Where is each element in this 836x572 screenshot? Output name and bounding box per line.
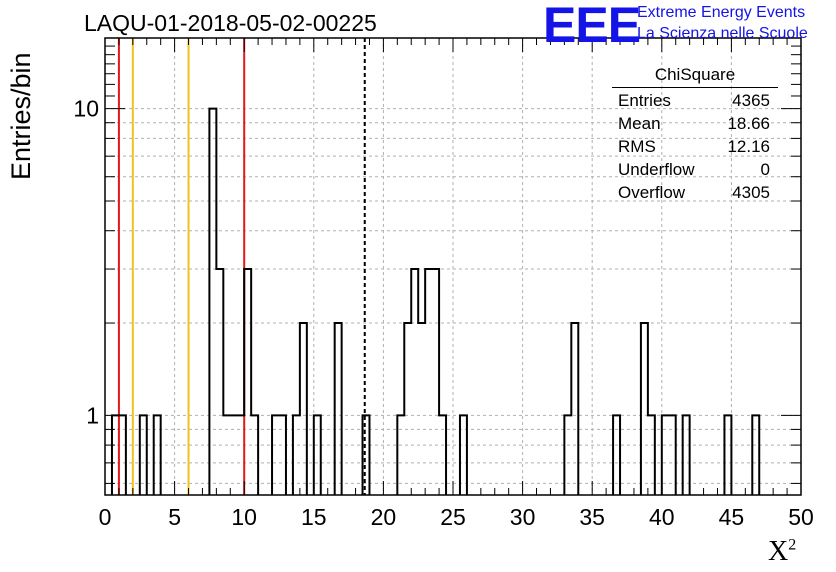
stats-label: RMS	[618, 137, 656, 156]
histogram-bar	[300, 323, 307, 495]
stats-label: Entries	[618, 91, 671, 110]
histogram-bar	[418, 323, 425, 495]
stats-row-entries: Entries 4365	[612, 89, 778, 112]
y-tick-label: 1	[86, 402, 99, 428]
chart-title: LAQU-01-2018-05-02-00225	[84, 10, 377, 36]
x-tick-label: 40	[649, 504, 675, 530]
histogram-bar	[335, 323, 342, 495]
stats-title: ChiSquare	[612, 65, 778, 88]
stats-row-rms: RMS 12.16	[612, 135, 778, 158]
logo-letters: EEE	[543, 0, 641, 53]
stats-value: 0	[760, 160, 770, 179]
x-axis-label: X2	[768, 536, 796, 568]
stats-row-overflow: Overflow 4305	[612, 181, 778, 204]
histogram-bar	[641, 323, 648, 495]
stats-value: 18.66	[727, 114, 770, 133]
stats-label: Mean	[618, 114, 661, 133]
histogram-bar	[216, 269, 223, 495]
y-axis-label: Entries/bin	[6, 52, 36, 180]
histogram-bar	[404, 323, 411, 495]
stats-value: 4305	[732, 183, 770, 202]
histogram-bar	[411, 269, 418, 495]
stats-row-mean: Mean 18.66	[612, 112, 778, 135]
x-axis-label-sup: 2	[788, 536, 797, 554]
logo-line-2: La Scienza nelle Scuole	[637, 25, 808, 42]
x-tick-label: 20	[371, 504, 397, 530]
stats-value: 4365	[732, 91, 770, 110]
x-tick-label: 5	[168, 504, 181, 530]
stats-label: Overflow	[618, 183, 686, 202]
stats-box: ChiSquare Entries 4365 Mean 18.66 RMS 12…	[612, 65, 778, 204]
x-tick-label: 35	[579, 504, 605, 530]
x-tick-label: 15	[301, 504, 327, 530]
x-tick-label: 45	[719, 504, 745, 530]
histogram-bar	[209, 109, 216, 495]
histogram-bar	[432, 269, 439, 495]
histogram-bar	[244, 269, 251, 495]
x-tick-label: 0	[99, 504, 112, 530]
x-tick-label: 10	[231, 504, 257, 530]
histogram-bar	[571, 323, 578, 495]
histogram-bar	[425, 269, 432, 495]
x-tick-label: 50	[788, 504, 814, 530]
stats-value: 12.16	[727, 137, 770, 156]
x-tick-label: 25	[440, 504, 466, 530]
stats-label: Underflow	[618, 160, 695, 179]
x-axis-label-main: X	[768, 536, 789, 567]
x-tick-label: 30	[510, 504, 536, 530]
y-tick-label: 10	[73, 96, 99, 122]
stats-row-underflow: Underflow 0	[612, 158, 778, 181]
logo-line-1: Extreme Energy Events	[637, 4, 806, 21]
